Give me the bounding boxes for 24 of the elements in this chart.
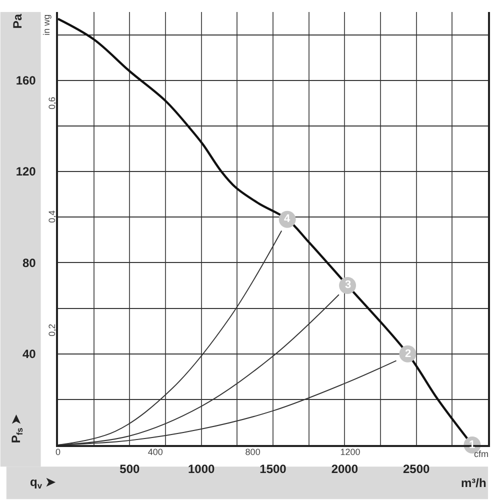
y2-tick-label: 0,6 (47, 96, 58, 110)
text: m³/h (461, 476, 486, 490)
annotation: 4 (284, 213, 291, 225)
annotation: 2 (405, 348, 412, 360)
y2-axis-title: in wg (41, 14, 52, 36)
x2-tick-label: 1200 (340, 447, 360, 457)
y-tick-label: 80 (22, 256, 36, 270)
y-tick-label: 40 (22, 347, 36, 362)
x-tick-label: 2000 (331, 462, 358, 476)
y2-tick-label: 0,2 (47, 324, 58, 336)
x-tick-label: 1500 (260, 462, 287, 476)
x-tick-label: 1000 (188, 462, 215, 476)
y2-tick-label: 0,4 (47, 210, 58, 223)
text: Pa (10, 14, 25, 29)
x-tick-label: 500 (120, 462, 140, 476)
x2-tick-label: 400 (148, 447, 163, 457)
y-tick-label: 160 (16, 74, 36, 88)
x2-axis-title: cfm (474, 449, 488, 459)
x-tick-label: 2500 (402, 462, 430, 476)
x-axis-title: q$_{v}$ ➤ (30, 475, 56, 491)
x2-tick-label: 800 (245, 447, 260, 457)
y-tick-label: 120 (16, 164, 36, 179)
annotation: 3 (345, 279, 352, 291)
x2-tick-label: 0 (55, 447, 61, 457)
